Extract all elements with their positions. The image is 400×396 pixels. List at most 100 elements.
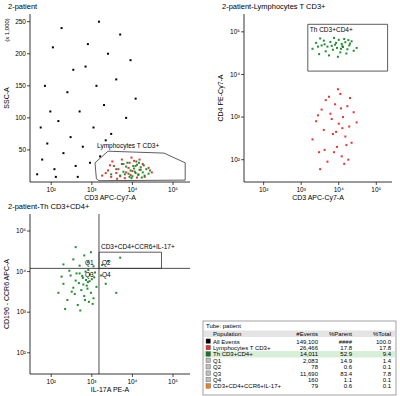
y-tick-label: 10² (231, 156, 241, 163)
x-tick (173, 182, 174, 185)
table-cell: 17.8 (340, 345, 352, 351)
table-column-header: %Total (373, 331, 391, 337)
population-icon (206, 352, 211, 357)
event-dot (105, 139, 107, 141)
event-dot (131, 177, 133, 179)
event-dot (131, 175, 133, 177)
table-cell: Th CD3+CD4+ (213, 351, 253, 357)
population-icon (206, 365, 211, 370)
x-tick (91, 182, 92, 185)
y-tick-label: 10⁴ (230, 71, 240, 78)
table-cell: 79 (311, 383, 318, 389)
y-axis-title: CD4 PE-Cy7-A (217, 74, 225, 121)
selected-row-bg (204, 351, 395, 357)
event-dot (36, 173, 38, 175)
gate-lines (308, 24, 388, 71)
table-cell: Q4 (213, 377, 222, 383)
event-dot (141, 177, 143, 179)
gate-lines (95, 151, 185, 181)
event-dot (335, 131, 337, 133)
event-dot (79, 309, 81, 311)
event-dot (62, 152, 64, 154)
event-dot (90, 251, 92, 253)
event-dot (332, 133, 334, 135)
event-dot (57, 292, 59, 294)
events (311, 37, 357, 170)
event-dot (142, 171, 144, 173)
y-tick (27, 230, 30, 231)
table-cell: 14,011 (300, 351, 319, 357)
x-tick-label: 10³ (87, 186, 97, 193)
background (0, 0, 400, 396)
event-dot (125, 171, 127, 173)
x-axis (244, 182, 392, 183)
event-dot (79, 265, 81, 267)
event-dot (315, 120, 317, 122)
event-dot (341, 45, 343, 47)
events (36, 21, 153, 180)
table-cell: 7.8 (383, 371, 392, 377)
plot: 2-patient-Lymphocytes T CD3+10²10³10⁴10⁵… (217, 2, 392, 202)
event-dot (119, 257, 121, 259)
event-dot (44, 85, 46, 87)
event-dot (342, 46, 344, 48)
event-dot (356, 47, 358, 49)
event-dot (121, 159, 123, 161)
x-tick-label: 10⁵ (168, 186, 178, 193)
table-cell: 1.1 (344, 377, 353, 383)
table-cell: All Events (213, 339, 240, 345)
event-dot (326, 46, 328, 48)
event-dot (341, 155, 343, 157)
event-dot (110, 176, 112, 178)
event-dot (61, 276, 63, 278)
event-dot (121, 163, 123, 165)
x-tick (132, 182, 133, 185)
table-cell: CD3+CD4+CCR6+IL-17+ (213, 383, 282, 389)
event-dot (339, 93, 341, 95)
gate-label: Lymphocytes T CD3+ (97, 142, 159, 150)
table-cell: 0.6 (344, 383, 353, 389)
gate-label: CD3+CD4+CCR6+IL-17+ (101, 243, 175, 250)
y-tick-label: 200 (15, 50, 26, 57)
event-dot (319, 168, 321, 170)
event-dot (76, 272, 78, 274)
event-dot (125, 117, 127, 119)
event-dot (52, 46, 54, 48)
table-cell: 160 (308, 377, 319, 383)
event-dot (324, 149, 326, 151)
event-dot (137, 174, 139, 176)
event-dot (98, 21, 100, 23)
event-dot (345, 144, 347, 146)
x-tick (301, 182, 302, 185)
event-dot (318, 151, 320, 153)
event-dot (325, 99, 327, 101)
event-dot (353, 50, 355, 52)
event-dot (328, 96, 330, 98)
event-dot (129, 162, 131, 164)
event-dot (115, 168, 117, 170)
event-dot (136, 164, 138, 166)
event-dot (326, 161, 328, 163)
event-dot (329, 113, 331, 115)
event-dot (85, 66, 87, 68)
event-dot (79, 110, 81, 112)
gate-label: Th CD3+CD4+ (310, 26, 353, 33)
y-tick (27, 21, 30, 22)
event-dot (103, 104, 105, 106)
figure: 2-patient10²10³10⁴10⁵50100150200250CD3 A… (0, 0, 400, 396)
event-dot (77, 304, 79, 306)
gate (95, 151, 185, 181)
population-icon (206, 345, 211, 350)
event-dot (75, 165, 77, 167)
event-dot (70, 275, 72, 277)
plot-title: 2-patient-Lymphocytes T CD3+ (222, 2, 326, 11)
event-dot (339, 51, 341, 53)
event-dot (61, 27, 63, 29)
y-tick-label: 150 (15, 82, 26, 89)
gate (308, 24, 388, 71)
event-dot (346, 105, 348, 107)
event-dot (353, 111, 355, 113)
y-axis (30, 214, 31, 374)
event-dot (109, 164, 111, 166)
event-dot (62, 283, 64, 285)
